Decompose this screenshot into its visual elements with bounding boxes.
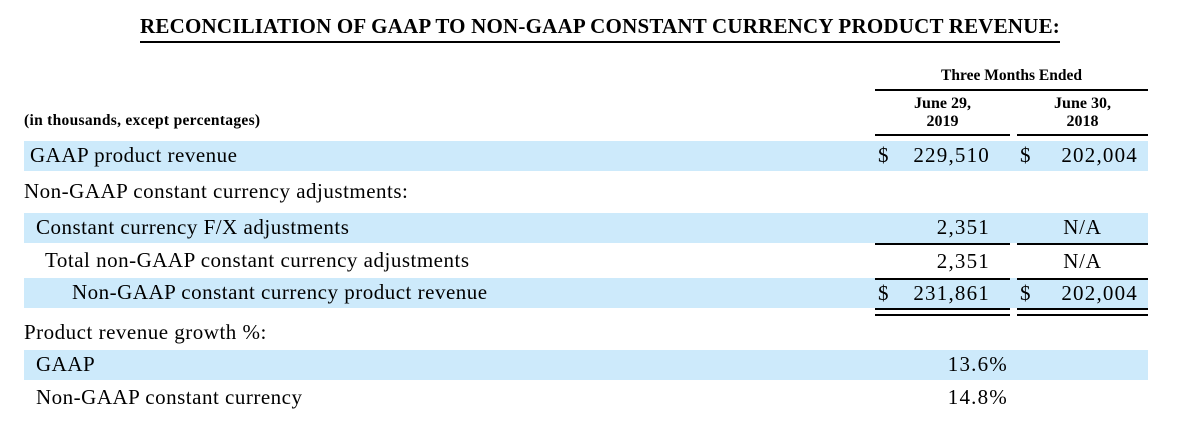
value-2019: 13.6% <box>875 350 1010 380</box>
table-row-gaap-growth: GAAP 13.6% <box>24 349 1148 380</box>
date-line-1: June 30, <box>1054 95 1111 112</box>
section-label: Product revenue growth %: <box>24 320 267 345</box>
table-row-section-adjustments: Non-GAAP constant currency adjustments: <box>24 171 1148 213</box>
value-text: 13.6% <box>947 352 1008 377</box>
table-row-section-growth: Product revenue growth %: <box>24 316 1148 350</box>
table-body: GAAP product revenue $ 229,510 $ 202,004… <box>24 140 1148 415</box>
double-rule-row <box>24 307 1148 316</box>
value-2019: 14.8% <box>875 380 1010 415</box>
currency-symbol: $ <box>878 281 889 306</box>
value-2019: 2,351 <box>875 213 1010 243</box>
value-2019 <box>875 171 1010 213</box>
value-2018: N/A <box>1017 242 1148 278</box>
table-row-total-adjustments: Total non-GAAP constant currency adjustm… <box>24 242 1148 278</box>
row-label: GAAP product revenue <box>30 143 238 168</box>
section-label: Non-GAAP constant currency adjustments: <box>24 179 409 204</box>
double-rule-2019 <box>875 307 1010 316</box>
table-row-nongaap-product-revenue: Non-GAAP constant currency product reven… <box>24 277 1148 308</box>
row-label: GAAP <box>36 352 96 377</box>
period-column-group: Three Months Ended June 29, 2019 June 30… <box>875 66 1148 136</box>
column-header-june-30-2018: June 30, 2018 <box>1017 91 1148 136</box>
value-2018: $ 202,004 <box>1017 141 1148 171</box>
row-label: Non-GAAP constant currency <box>36 384 303 409</box>
double-rule-2018 <box>1017 307 1148 316</box>
value-text: 202,004 <box>1061 143 1138 168</box>
value-text: 202,004 <box>1061 281 1138 306</box>
row-label: Non-GAAP constant currency product reven… <box>72 280 488 305</box>
rule-spacer <box>24 308 875 316</box>
column-gap <box>1010 350 1017 380</box>
value-text: 14.8% <box>947 384 1008 409</box>
column-gap <box>1010 380 1017 415</box>
currency-symbol: $ <box>1020 143 1031 168</box>
value-2018 <box>1017 316 1148 350</box>
column-header-june-29-2019: June 29, 2019 <box>875 91 1010 136</box>
units-note: (in thousands, except percentages) <box>24 111 261 129</box>
value-2018: $ 202,004 <box>1017 277 1148 308</box>
date-line-2: 2018 <box>1066 113 1099 131</box>
value-text: 2,351 <box>936 248 990 273</box>
page-title: RECONCILIATION OF GAAP TO NON-GAAP CONST… <box>140 14 1060 43</box>
date-line-1: June 29, <box>914 95 971 112</box>
value-text: 229,510 <box>913 143 990 168</box>
row-label: Total non-GAAP constant currency adjustm… <box>45 247 470 272</box>
column-gap <box>1010 308 1017 316</box>
value-2019: $ 229,510 <box>875 141 1010 171</box>
date-line-2: 2019 <box>926 113 959 131</box>
reconciliation-table: (in thousands, except percentages) Three… <box>24 66 1148 415</box>
value-text: 2,351 <box>936 215 990 240</box>
value-2018 <box>1017 171 1148 213</box>
table-header: (in thousands, except percentages) Three… <box>24 66 1148 136</box>
column-gap <box>1010 213 1017 243</box>
column-gap <box>1010 316 1017 350</box>
value-text: 231,861 <box>913 281 990 306</box>
table-row-gaap-product-revenue: GAAP product revenue $ 229,510 $ 202,004 <box>24 140 1148 171</box>
currency-symbol: $ <box>1020 281 1031 306</box>
value-2018: N/A <box>1017 213 1148 243</box>
column-gap <box>1010 171 1017 213</box>
value-2018 <box>1017 350 1148 380</box>
table-row-nongaap-growth: Non-GAAP constant currency 14.8% <box>24 380 1148 415</box>
value-text: N/A <box>1063 248 1102 273</box>
currency-symbol: $ <box>878 143 889 168</box>
row-label: Constant currency F/X adjustments <box>36 215 350 240</box>
column-gap <box>1010 243 1017 278</box>
date-header-row: June 29, 2019 June 30, 2018 <box>875 91 1148 136</box>
title-block: RECONCILIATION OF GAAP TO NON-GAAP CONST… <box>0 0 1200 43</box>
column-gap <box>1010 91 1017 136</box>
value-2018 <box>1017 380 1148 415</box>
value-2019: 2,351 <box>875 242 1010 278</box>
value-2019 <box>875 316 1010 350</box>
period-header: Three Months Ended <box>875 66 1148 91</box>
value-2019: $ 231,861 <box>875 277 1010 308</box>
column-gap <box>1010 141 1017 171</box>
column-gap <box>1010 278 1017 308</box>
table-row-fx-adjustments: Constant currency F/X adjustments 2,351 … <box>24 212 1148 243</box>
value-text: N/A <box>1063 215 1102 240</box>
